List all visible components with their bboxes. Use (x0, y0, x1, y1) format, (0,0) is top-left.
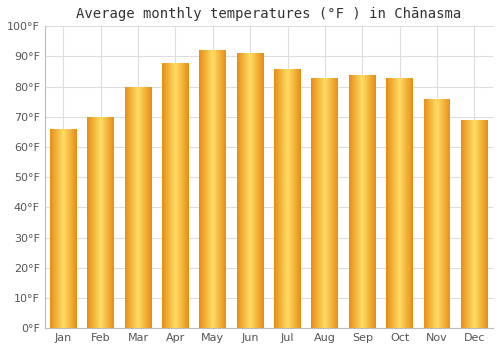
Title: Average monthly temperatures (°F ) in Chānasma: Average monthly temperatures (°F ) in Ch… (76, 7, 462, 21)
